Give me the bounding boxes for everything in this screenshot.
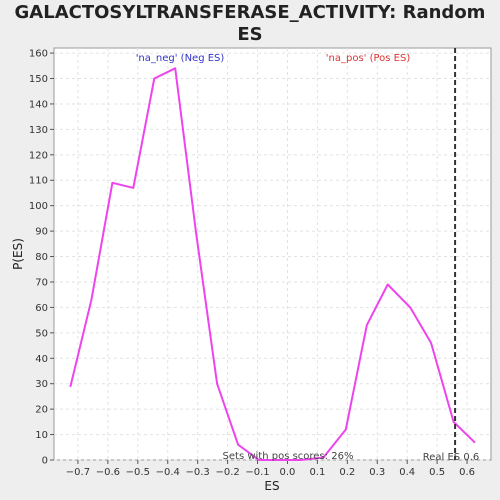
y-tick-label: 10: [35, 430, 48, 441]
data-point: [237, 443, 239, 446]
y-tick-label: 80: [35, 252, 48, 263]
x-tick-label: −0.1: [245, 467, 269, 478]
x-tick-label: −0.4: [156, 467, 180, 478]
x-tick-label: 0.3: [369, 467, 385, 478]
y-tick-label: 130: [29, 125, 48, 136]
data-point: [473, 441, 476, 444]
x-tick-label: −0.3: [186, 467, 210, 478]
data-point: [344, 428, 347, 431]
grid: [54, 48, 491, 461]
data-point: [300, 459, 302, 461]
data-point: [279, 459, 281, 461]
x-tick-label: 0.1: [309, 467, 325, 478]
y-tick-label: 160: [29, 49, 48, 60]
data-point: [216, 382, 219, 385]
x-tick-label: 0.0: [280, 467, 296, 478]
data-point: [430, 342, 433, 344]
y-tick-label: 90: [35, 227, 48, 238]
series-es-distribution: [69, 67, 476, 461]
y-tick-label: 50: [35, 328, 48, 339]
data-point: [90, 298, 93, 301]
y-tick-label: 70: [35, 277, 48, 288]
es-density-line: [69, 67, 476, 461]
x-tick-label: 0.2: [339, 467, 355, 478]
y-tick-label: 110: [29, 176, 48, 187]
y-axis: 0 10 20 30 40 50 60 70 80 90 100 110 120 130 140 150 160: [29, 49, 54, 467]
plot-area: [53, 47, 492, 461]
x-tick-label: −0.2: [215, 467, 239, 478]
data-point: [111, 181, 114, 184]
y-tick-label: 40: [35, 354, 48, 365]
y-tick-label: 30: [35, 379, 48, 390]
y-tick-label: 150: [29, 74, 48, 85]
x-tick-label: 0.4: [399, 467, 415, 478]
y-tick-label: 60: [35, 303, 48, 314]
y-tick-label: 100: [29, 201, 48, 212]
x-tick-label: 0.5: [429, 467, 445, 478]
x-tick-label: 0.6: [459, 467, 475, 478]
y-axis-label: P(ES): [11, 238, 25, 270]
data-point: [132, 186, 135, 189]
data-point: [365, 324, 368, 327]
neg-es-label: 'na_neg' (Neg ES): [136, 53, 225, 64]
y-tick-label: 140: [29, 99, 48, 110]
x-axis-label: ES: [264, 479, 279, 493]
pos-scores-label: Sets with pos scores: 26%: [223, 451, 354, 462]
chart-title-line-1: GALACTOSYLTRANSFERASE_ACTIVITY: Random E…: [14, 2, 486, 45]
data-point: [386, 283, 389, 286]
x-tick-label: −0.7: [66, 467, 90, 478]
pos-es-label: 'na_pos' (Pos ES): [326, 53, 411, 64]
y-tick-label: 0: [42, 456, 48, 467]
data-point: [174, 67, 177, 70]
data-point: [452, 420, 455, 423]
x-axis: −0.7 −0.6 −0.5 −0.4 −0.3 −0.2 −0.1 0.0 0.1 0.2 0.3…: [66, 460, 475, 478]
y-tick-label: 120: [29, 150, 48, 161]
data-point: [258, 459, 260, 461]
data-point: [195, 232, 198, 235]
x-tick-label: −0.6: [96, 467, 120, 478]
data-point: [409, 306, 412, 309]
y-tick-label: 20: [35, 405, 48, 416]
x-tick-label: −0.5: [126, 467, 150, 478]
data-point: [322, 456, 325, 459]
data-point: [69, 385, 72, 388]
real-es-label: Real ES 0.6: [423, 452, 479, 463]
data-point: [153, 77, 156, 80]
